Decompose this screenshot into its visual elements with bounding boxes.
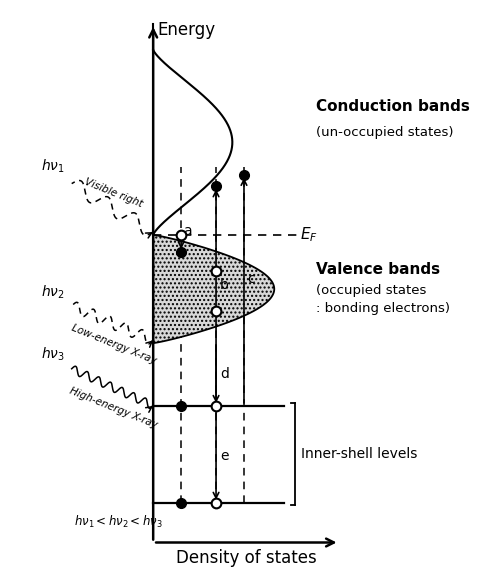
- Text: d: d: [220, 368, 228, 381]
- Text: : bonding electrons): : bonding electrons): [316, 302, 450, 316]
- Text: e: e: [220, 449, 228, 462]
- Text: Energy: Energy: [158, 21, 216, 39]
- Text: $h\nu_1$: $h\nu_1$: [41, 158, 64, 175]
- Text: (un-occupied states): (un-occupied states): [316, 126, 454, 139]
- Text: $h\nu_2$: $h\nu_2$: [41, 283, 64, 301]
- Text: b: b: [220, 277, 228, 292]
- Text: $E_F$: $E_F$: [300, 225, 318, 244]
- Text: Low-energy X-ray: Low-energy X-ray: [70, 323, 158, 366]
- Text: $h\nu_1 < h\nu_2 < h\nu_3$: $h\nu_1 < h\nu_2 < h\nu_3$: [74, 514, 162, 530]
- Text: $h\nu_3$: $h\nu_3$: [41, 346, 64, 363]
- Text: Conduction bands: Conduction bands: [316, 99, 470, 114]
- Text: Visible right: Visible right: [83, 177, 144, 209]
- Text: a: a: [184, 224, 192, 238]
- Text: c: c: [247, 272, 255, 286]
- Text: (occupied states: (occupied states: [316, 284, 426, 297]
- Text: Valence bands: Valence bands: [316, 262, 440, 276]
- Text: High-energy X-ray: High-energy X-ray: [68, 386, 159, 429]
- Text: Density of states: Density of states: [176, 549, 316, 567]
- Polygon shape: [153, 235, 274, 343]
- Text: Inner-shell levels: Inner-shell levels: [301, 447, 417, 461]
